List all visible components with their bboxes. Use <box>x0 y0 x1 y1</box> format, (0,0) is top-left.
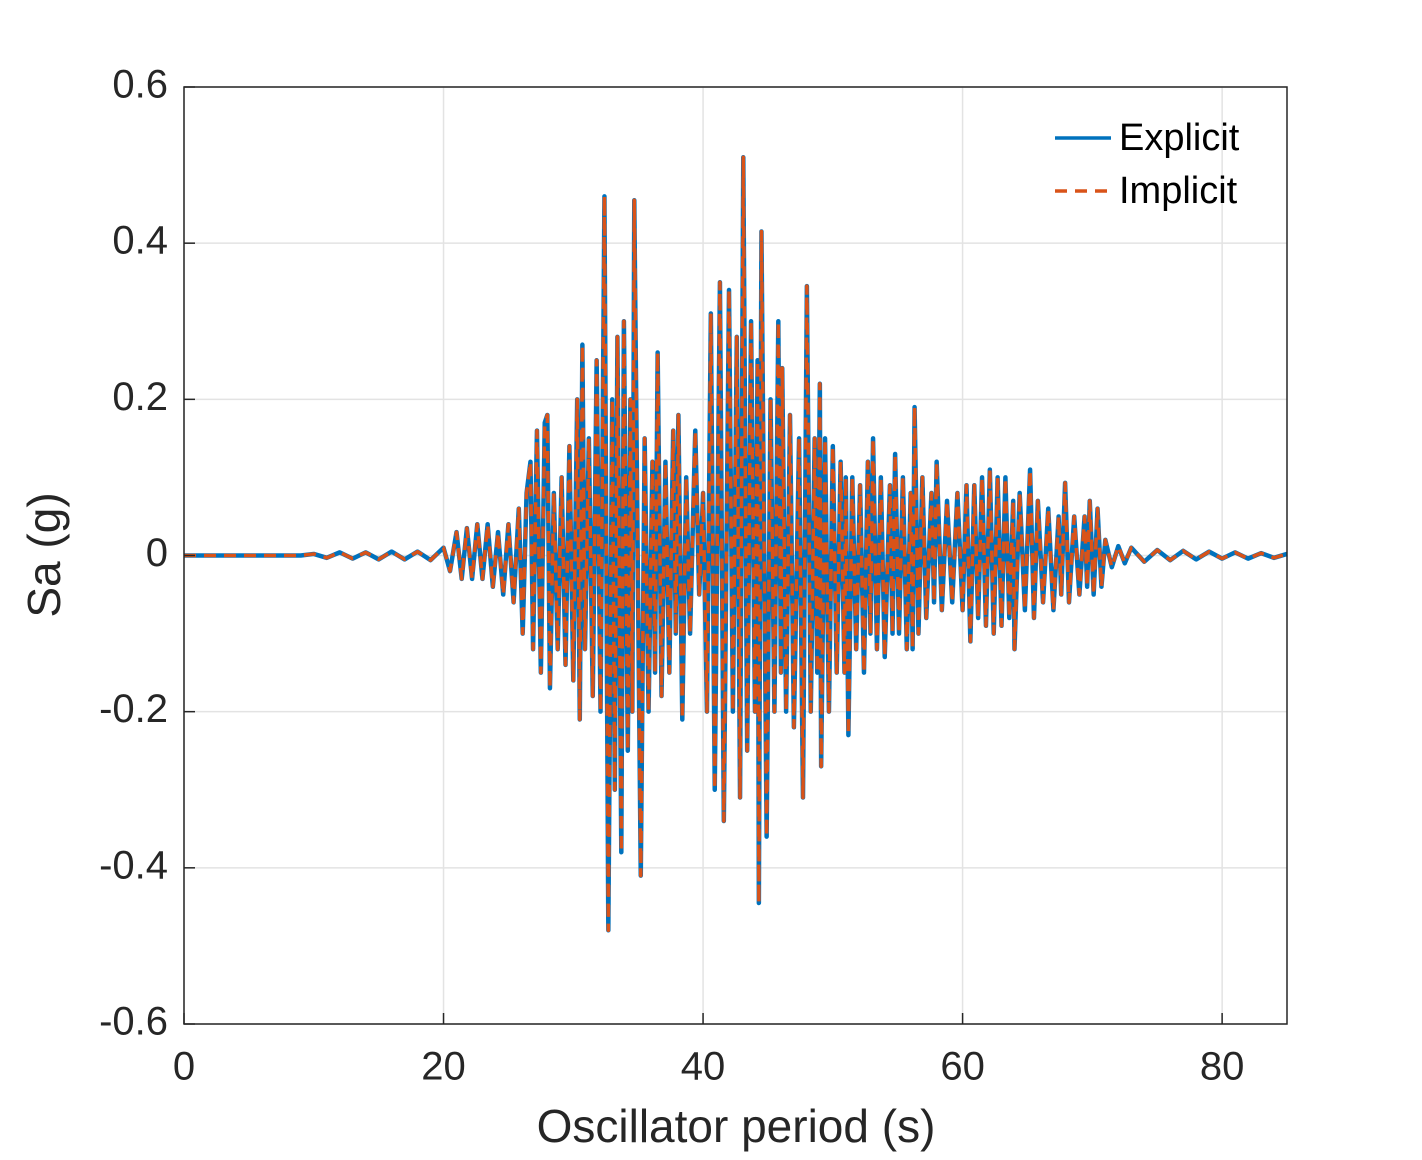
y-tick-label: 0 <box>146 531 168 575</box>
legend-label: Implicit <box>1119 170 1238 212</box>
y-tick-label: 0.4 <box>112 219 168 263</box>
x-tick-label: 60 <box>940 1045 985 1089</box>
y-tick-label: -0.4 <box>99 843 168 887</box>
x-tick-label: 80 <box>1200 1045 1245 1089</box>
plot-area <box>184 155 1288 933</box>
y-tick-label: -0.6 <box>99 1000 168 1044</box>
series-line <box>184 155 1288 933</box>
legend: Explicit Implicit <box>1055 117 1240 212</box>
y-tick-label: 0.2 <box>112 375 168 419</box>
y-axis-label: Sa (g) <box>18 492 70 617</box>
y-tick-label: 0.6 <box>112 63 168 107</box>
legend-label: Explicit <box>1119 117 1240 159</box>
y-tick-label: -0.2 <box>99 687 168 731</box>
x-axis-label: Oscillator period (s) <box>537 1100 936 1152</box>
x-tick-label: 20 <box>421 1045 466 1089</box>
x-tick-label: 0 <box>173 1045 195 1089</box>
x-tick-label: 40 <box>681 1045 726 1089</box>
ticks: 0 20 40 60 80 -0.6 -0.4 -0.2 0 0.2 0.4 0.6 <box>99 63 1244 1089</box>
